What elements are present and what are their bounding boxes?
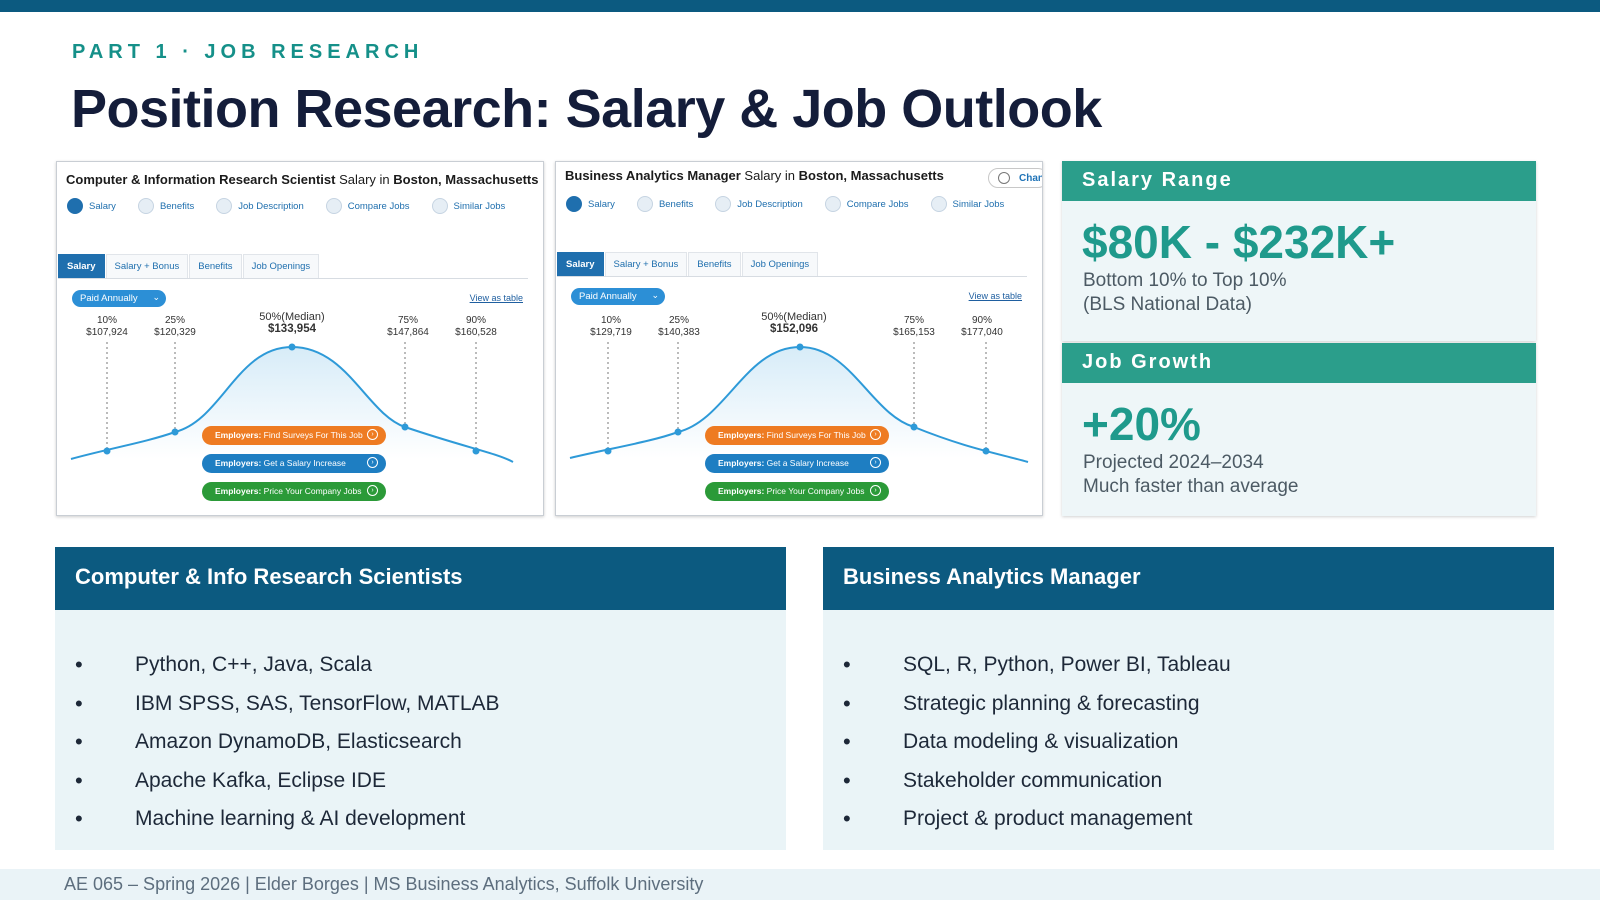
job-growth-value: +20% <box>1082 398 1201 450</box>
price-jobs-button[interactable]: Employers: Price Your Company Jobs › <box>202 482 386 501</box>
list-item: Data modeling & visualization <box>843 729 1231 769</box>
salary-icon <box>566 196 582 212</box>
find-surveys-button[interactable]: Employers: Find Surveys For This Job › <box>202 426 386 445</box>
top-accent-bar <box>0 0 1600 12</box>
list-item: Machine learning & AI development <box>75 806 500 846</box>
job-description-icon <box>715 196 732 212</box>
screenshot-tabs: Salary Salary + Bonus Benefits Job Openi… <box>557 252 1027 277</box>
tab-benefits[interactable]: Benefits <box>688 252 741 276</box>
salary-increase-button[interactable]: Employers: Get a Salary Increase › <box>705 454 889 473</box>
chevron-down-icon: ⌄ <box>152 292 160 302</box>
job-growth-line1: Projected 2024–2034 <box>1083 452 1264 473</box>
salary-increase-button[interactable]: Employers: Get a Salary Increase › <box>202 454 386 473</box>
percentile-25: 25% $140,383 <box>658 315 700 338</box>
salary-distribution-curve <box>70 342 527 463</box>
tab-salary-bonus[interactable]: Salary + Bonus <box>105 254 189 278</box>
footer: AE 065 – Spring 2026 | Elder Borges | MS… <box>0 869 1600 900</box>
similar-jobs-icon <box>930 196 947 212</box>
similar-jobs-icon <box>431 198 448 214</box>
chevron-down-icon: ⌄ <box>651 290 659 300</box>
salary-icon <box>67 198 83 214</box>
list-item: SQL, R, Python, Power BI, Tableau <box>843 652 1231 692</box>
skills-list: Python, C++, Java, Scala IBM SPSS, SAS, … <box>75 652 500 846</box>
tab-salary[interactable]: Salary <box>557 252 604 276</box>
globe-icon <box>998 172 1010 184</box>
percentile-25: 25% $120,329 <box>154 315 196 338</box>
list-item: Amazon DynamoDB, Elasticsearch <box>75 729 500 769</box>
tab-benefits[interactable]: Benefits <box>189 254 242 278</box>
list-item: Python, C++, Java, Scala <box>75 652 500 692</box>
screenshot-title: Computer & Information Research Scientis… <box>66 172 539 187</box>
find-surveys-button[interactable]: Employers: Find Surveys For This Job › <box>705 426 889 445</box>
pay-period-select[interactable]: Paid Annually ⌄ <box>571 288 665 305</box>
compare-jobs-icon <box>325 198 342 214</box>
arrow-right-icon: › <box>367 457 378 468</box>
percentile-10: 10% $129,719 <box>590 315 632 338</box>
analytics-manager-skills-card: Business Analytics Manager SQL, R, Pytho… <box>823 547 1554 850</box>
card-heading: Business Analytics Manager <box>823 547 1554 610</box>
arrow-right-icon: › <box>367 429 378 440</box>
arrow-right-icon: › <box>870 457 881 468</box>
screenshot-title: Business Analytics Manager Salary in Bos… <box>565 168 944 183</box>
list-item: Project & product management <box>843 806 1231 846</box>
list-item: IBM SPSS, SAS, TensorFlow, MATLAB <box>75 691 500 731</box>
nav-benefits[interactable]: Benefits <box>137 198 194 214</box>
percentile-90: 90% $160,528 <box>455 315 497 338</box>
percentile-10: 10% $107,924 <box>86 315 128 338</box>
salary-screenshot-analytics-manager: Business Analytics Manager Salary in Bos… <box>555 161 1043 516</box>
benefits-icon <box>636 196 653 212</box>
card-heading: Computer & Info Research Scientists <box>55 547 786 610</box>
compare-jobs-icon <box>824 196 841 212</box>
tab-salary[interactable]: Salary <box>58 254 105 278</box>
change-location-button[interactable]: Chang <box>988 168 1042 188</box>
price-jobs-button[interactable]: Employers: Price Your Company Jobs › <box>705 482 889 501</box>
skills-list: SQL, R, Python, Power BI, Tableau Strate… <box>843 652 1231 846</box>
view-as-table-link[interactable]: View as table <box>469 293 523 303</box>
nav-job-description[interactable]: Job Description <box>715 196 803 212</box>
page-title: Position Research: Salary & Job Outlook <box>71 79 1102 139</box>
tab-salary-bonus[interactable]: Salary + Bonus <box>604 252 688 276</box>
salary-distribution-curve <box>569 342 1030 463</box>
nav-salary[interactable]: Salary <box>566 196 615 212</box>
nav-salary[interactable]: Salary <box>67 198 116 214</box>
salary-range-card: Salary Range $80K - $232K+ Bottom 10% to… <box>1062 161 1536 341</box>
percentile-median: 50%(Median) $152,096 <box>761 311 827 335</box>
job-growth-card: Job Growth +20% Projected 2024–2034 Much… <box>1062 343 1536 516</box>
section-eyebrow: PART 1 · JOB RESEARCH <box>72 41 424 63</box>
percentile-75: 75% $165,153 <box>893 315 935 338</box>
nav-job-description[interactable]: Job Description <box>216 198 304 214</box>
nav-compare-jobs[interactable]: Compare Jobs <box>325 198 410 214</box>
percentile-90: 90% $177,040 <box>961 315 1003 338</box>
job-description-icon <box>216 198 233 214</box>
percentile-75: 75% $147,864 <box>387 315 429 338</box>
nav-benefits[interactable]: Benefits <box>636 196 693 212</box>
arrow-right-icon: › <box>367 485 378 496</box>
research-scientists-skills-card: Computer & Info Research Scientists Pyth… <box>55 547 786 850</box>
screenshot-nav: Salary Benefits Job Description Compare … <box>67 198 527 214</box>
arrow-right-icon: › <box>870 429 881 440</box>
screenshot-nav: Salary Benefits Job Description Compare … <box>566 196 1026 212</box>
tab-job-openings[interactable]: Job Openings <box>741 252 819 276</box>
arrow-right-icon: › <box>870 485 881 496</box>
list-item: Apache Kafka, Eclipse IDE <box>75 768 500 808</box>
list-item: Stakeholder communication <box>843 768 1231 808</box>
salary-range-line1: Bottom 10% to Top 10% <box>1083 270 1287 291</box>
screenshot-tabs: Salary Salary + Bonus Benefits Job Openi… <box>58 254 528 279</box>
benefits-icon <box>137 198 154 214</box>
tab-job-openings[interactable]: Job Openings <box>242 254 320 278</box>
job-growth-heading: Job Growth <box>1062 343 1536 383</box>
view-as-table-link[interactable]: View as table <box>968 291 1022 301</box>
salary-screenshot-research-scientist: Computer & Information Research Scientis… <box>56 161 544 516</box>
salary-range-heading: Salary Range <box>1062 161 1536 201</box>
nav-similar-jobs[interactable]: Similar Jobs <box>431 198 505 214</box>
nav-similar-jobs[interactable]: Similar Jobs <box>930 196 1004 212</box>
pay-period-select[interactable]: Paid Annually ⌄ <box>72 290 166 307</box>
job-growth-line2: Much faster than average <box>1083 476 1299 497</box>
salary-range-line2: (BLS National Data) <box>1083 294 1252 315</box>
nav-compare-jobs[interactable]: Compare Jobs <box>824 196 909 212</box>
list-item: Strategic planning & forecasting <box>843 691 1231 731</box>
salary-range-value: $80K - $232K+ <box>1082 216 1396 268</box>
percentile-median: 50%(Median) $133,954 <box>259 311 325 335</box>
